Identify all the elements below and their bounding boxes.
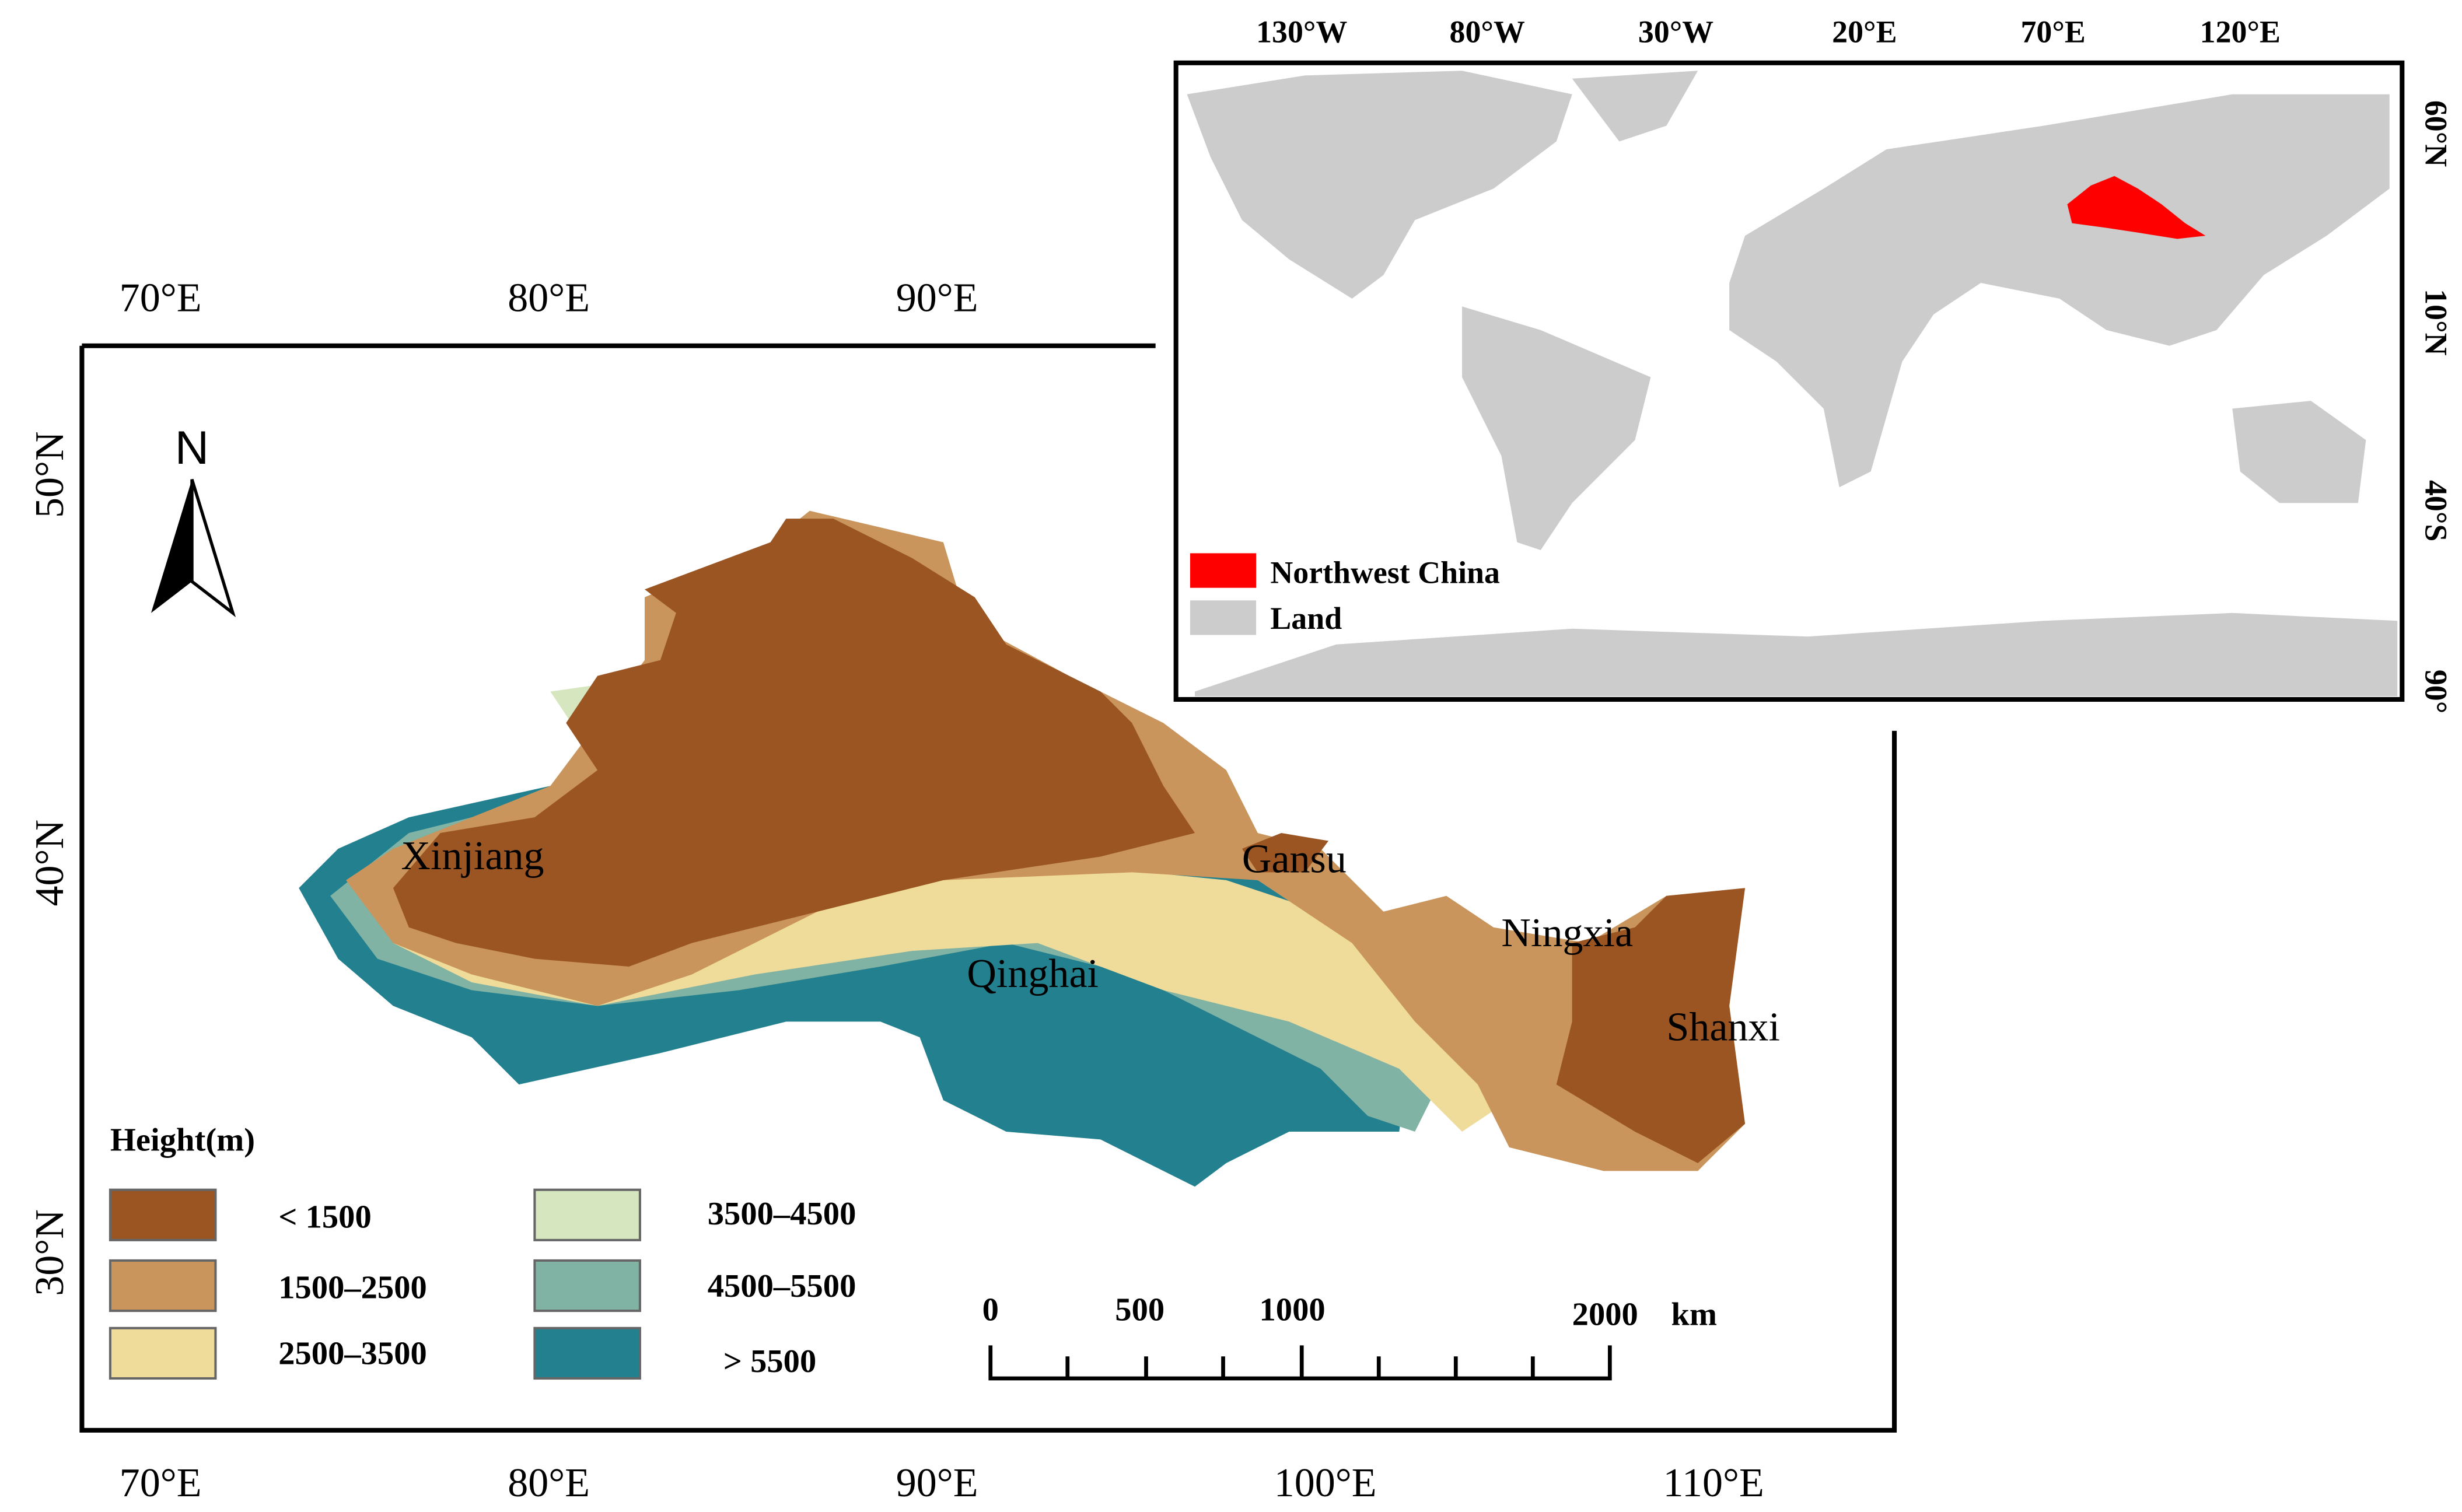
legend-title: Height(m) — [110, 1122, 255, 1158]
top-tick-label: 90°E — [896, 275, 978, 320]
left-tick-label: 30°N — [27, 1209, 72, 1296]
inset-legend-label: Northwest China — [1270, 555, 1500, 590]
inset-legend-swatch — [1190, 600, 1257, 635]
region-label: Ningxia — [1501, 911, 1633, 956]
main-frame — [79, 343, 1897, 1433]
inset-right-tick-label: 60°N — [2419, 100, 2454, 167]
top-tick-label: 70°E — [120, 275, 202, 320]
north-arrow: N — [151, 422, 236, 618]
scale-label: 1000 — [1260, 1292, 1326, 1328]
bottom-tick-label: 90°E — [896, 1461, 978, 1506]
region-label: Xinjiang — [401, 834, 544, 878]
bottom-tick-label: 110°E — [1663, 1461, 1764, 1506]
zone-low — [393, 519, 1746, 1163]
bottom-tick-label: 70°E — [120, 1461, 202, 1506]
scale-unit: km — [1671, 1296, 1717, 1332]
legend-label: > 5500 — [723, 1343, 817, 1380]
legend-label: < 1500 — [278, 1199, 372, 1235]
inset-top-tick-label: 70°E — [2020, 15, 2085, 50]
inset-top-tick-label: 120°E — [2200, 15, 2281, 50]
inset-top-tick-label: 80°W — [1450, 15, 1525, 50]
inset-top-tick-label: 20°E — [1832, 15, 1897, 50]
legend-label: 3500–4500 — [708, 1196, 856, 1232]
inset-right-tick-label: 10°N — [2419, 289, 2454, 355]
bottom-tick-label: 100°E — [1274, 1461, 1377, 1506]
legend-swatch — [533, 1259, 641, 1312]
legend-swatch — [533, 1326, 641, 1380]
left-tick-label: 40°N — [27, 820, 72, 907]
left-tick-label: 50°N — [27, 431, 72, 518]
legend-swatch — [109, 1326, 217, 1380]
legend-swatch — [533, 1188, 641, 1241]
legend-swatch — [109, 1188, 217, 1241]
region-label: Qinghai — [967, 951, 1099, 996]
legend-label: 4500–5500 — [708, 1268, 856, 1304]
inset-right-tick-label: 90° — [2419, 670, 2454, 713]
northwest-china — [2067, 176, 2206, 239]
scale-label: 500 — [1115, 1292, 1164, 1328]
inset-legend-swatch — [1190, 553, 1257, 588]
inset-top-tick-label: 30°W — [1638, 15, 1713, 50]
inset-land — [1187, 71, 2398, 696]
terrain — [299, 510, 1746, 1187]
north-label: N — [175, 422, 209, 474]
scale-bar — [988, 1345, 1612, 1381]
bottom-tick-label: 80°E — [508, 1461, 590, 1506]
legend-items — [109, 1188, 641, 1380]
scale-label: 0 — [982, 1292, 999, 1328]
legend-label: 2500–3500 — [278, 1336, 427, 1372]
region-label: Shanxi — [1666, 1005, 1780, 1050]
legend-label: 1500–2500 — [278, 1270, 427, 1306]
inset-legend-label: Land — [1270, 601, 1342, 636]
scale-label: 2000 — [1572, 1296, 1638, 1332]
inset-right-tick-label: 40°S — [2419, 480, 2454, 541]
top-tick-label: 80°E — [508, 275, 590, 320]
legend-swatch — [109, 1259, 217, 1312]
inset-top-tick-label: 130°W — [1256, 15, 1347, 50]
region-label: Gansu — [1242, 836, 1347, 881]
